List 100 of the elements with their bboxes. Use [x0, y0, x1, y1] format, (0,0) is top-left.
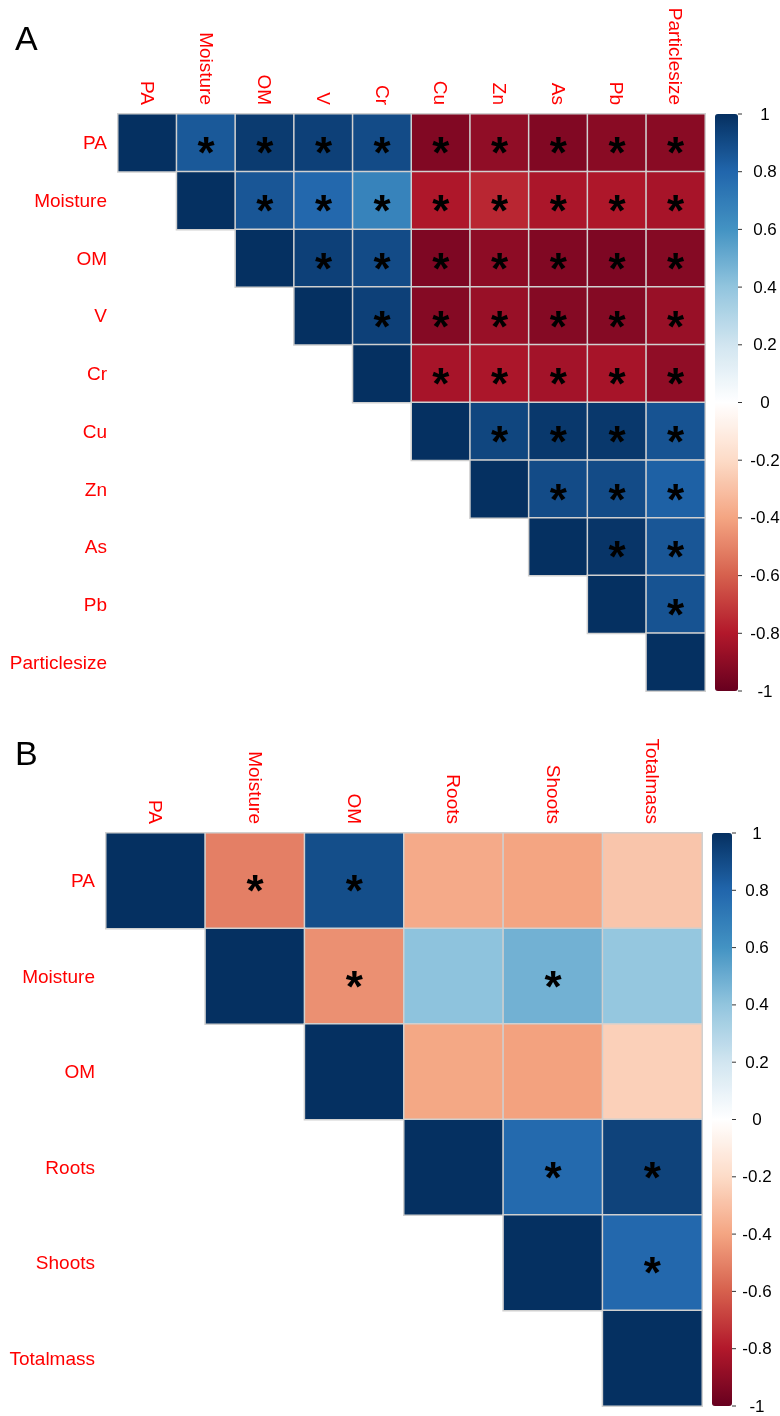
data-label: *: [256, 186, 275, 236]
data-label: *: [490, 186, 509, 236]
y-tick-label: Cu: [82, 420, 107, 442]
data-label: *: [544, 1152, 563, 1202]
data-label: *: [549, 186, 568, 236]
data-label: *: [544, 961, 563, 1011]
data-label: *: [490, 359, 509, 409]
color-bar-label: 0.2: [753, 335, 777, 355]
data-label: *: [549, 128, 568, 178]
data-label: *: [314, 128, 333, 178]
color-bar-label: 0.2: [745, 1052, 769, 1072]
data-label: *: [643, 1152, 662, 1202]
data-label: *: [256, 128, 275, 178]
data-label: *: [608, 243, 627, 293]
y-tick-label: PA: [71, 870, 96, 892]
x-tick-label: Roots: [443, 774, 465, 824]
x-tick-label: OM: [254, 74, 276, 105]
data-label: *: [608, 128, 627, 178]
data-label: *: [608, 416, 627, 466]
color-bar-label: 0.6: [753, 219, 777, 239]
color-bar-label: 0: [752, 1110, 762, 1129]
color-bar-label: -0.8: [750, 623, 780, 643]
color-bar-label: 0: [760, 393, 770, 412]
data-label: *: [490, 416, 509, 466]
color-bar-label: 0.8: [753, 162, 777, 182]
color-bar-label: -1: [757, 681, 773, 701]
x-tick-label: Particlesize: [665, 7, 687, 105]
data-label: *: [608, 301, 627, 351]
x-tick-label: Totalmass: [641, 738, 663, 824]
x-tick-label: As: [547, 82, 569, 105]
color-bar-label: 0.4: [745, 995, 769, 1015]
color-bar-label: -1: [749, 1396, 765, 1416]
color-bar-label: 0.6: [745, 938, 769, 958]
data-label: *: [608, 474, 627, 524]
x-tick-label: Cu: [430, 80, 452, 105]
y-tick-label: Totalmass: [9, 1347, 95, 1369]
data-label: *: [314, 186, 333, 236]
data-label: *: [549, 359, 568, 409]
data-label: *: [490, 301, 509, 351]
data-label: *: [667, 532, 686, 582]
x-tick-label: OM: [343, 793, 365, 824]
data-label: *: [608, 532, 627, 582]
y-tick-label: V: [94, 305, 108, 327]
data-label: *: [667, 359, 686, 409]
x-tick-label: PA: [145, 800, 167, 825]
data-label: *: [345, 961, 364, 1011]
color-bar-label: -0.2: [750, 450, 780, 470]
color-bar-label: 0.8: [745, 880, 769, 900]
data-label: *: [667, 128, 686, 178]
color-bar-label: -0.2: [742, 1167, 772, 1187]
data-label: *: [667, 590, 686, 640]
chart-title: B: [15, 734, 38, 772]
data-label: *: [608, 359, 627, 409]
data-label: *: [490, 128, 509, 178]
data-label: *: [667, 301, 686, 351]
y-tick-label: Shoots: [35, 1252, 95, 1274]
color-bar-label: -0.4: [742, 1224, 772, 1244]
data-label: *: [667, 474, 686, 524]
data-label: *: [373, 243, 392, 293]
color-bar-label: -0.6: [742, 1281, 772, 1301]
data-label: *: [432, 301, 451, 351]
data-label: *: [608, 186, 627, 236]
data-label: *: [432, 243, 451, 293]
y-tick-label: As: [84, 536, 107, 558]
color-bar-label: 1: [752, 823, 762, 843]
data-label: *: [345, 866, 364, 916]
data-label: *: [432, 186, 451, 236]
data-label: *: [667, 243, 686, 293]
data-label: *: [667, 186, 686, 236]
data-label: *: [373, 186, 392, 236]
y-tick-label: Moisture: [34, 190, 107, 212]
color-bar-label: -0.8: [742, 1339, 772, 1359]
x-tick-label: Pb: [606, 81, 628, 105]
chart-title: A: [15, 19, 38, 57]
data-label: *: [197, 128, 216, 178]
data-label: *: [667, 416, 686, 466]
data-label: *: [549, 243, 568, 293]
x-tick-label: Moisture: [195, 32, 217, 105]
y-tick-label: Particlesize: [9, 651, 107, 673]
x-tick-label: Zn: [489, 82, 511, 105]
x-tick-label: Cr: [371, 84, 393, 106]
data-label: *: [373, 128, 392, 178]
y-tick-label: OM: [76, 247, 107, 269]
y-tick-label: Roots: [45, 1156, 95, 1178]
data-label: *: [549, 416, 568, 466]
x-tick-label: PA: [136, 81, 158, 106]
data-label: *: [246, 866, 265, 916]
y-tick-label: Cr: [86, 363, 108, 385]
color-bar-label: 0.4: [753, 277, 777, 297]
y-tick-label: OM: [64, 1061, 95, 1083]
data-label: *: [432, 128, 451, 178]
color-bar-label: 1: [760, 104, 770, 124]
data-label: *: [643, 1248, 662, 1298]
data-label: *: [549, 474, 568, 524]
data-label: *: [373, 301, 392, 351]
y-tick-label: Moisture: [22, 965, 95, 987]
data-label: *: [314, 243, 333, 293]
data-label: *: [549, 301, 568, 351]
data-label: *: [432, 359, 451, 409]
y-tick-label: Zn: [84, 478, 107, 500]
